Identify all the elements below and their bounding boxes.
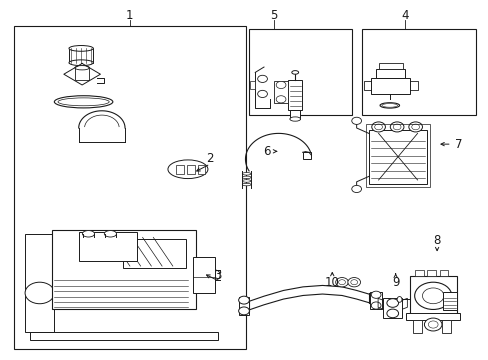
Bar [369,292,382,309]
Bar [414,270,423,276]
Text: 5: 5 [269,9,277,22]
Circle shape [257,90,267,98]
Ellipse shape [242,172,250,175]
Bar [79,232,137,261]
Ellipse shape [82,230,94,237]
Bar [366,125,429,187]
Ellipse shape [379,103,399,108]
Ellipse shape [242,176,250,179]
Circle shape [408,122,422,132]
Circle shape [257,75,267,82]
Circle shape [414,282,451,310]
Bar [368,130,427,184]
Circle shape [392,124,400,130]
Bar [52,230,195,309]
Bar [406,314,459,320]
Bar [370,78,409,94]
Ellipse shape [58,98,109,106]
Text: 7: 7 [454,138,462,150]
Circle shape [351,185,361,193]
Ellipse shape [75,66,89,70]
Circle shape [351,117,361,125]
Ellipse shape [381,104,397,107]
Text: 2: 2 [206,152,214,165]
Ellipse shape [54,96,113,108]
Bar [427,270,435,276]
Ellipse shape [210,270,220,280]
Circle shape [371,122,385,132]
Ellipse shape [183,277,211,284]
Circle shape [370,291,380,298]
Text: 6: 6 [262,145,270,158]
Ellipse shape [167,160,207,179]
Bar [14,26,245,348]
Circle shape [347,278,360,287]
Ellipse shape [396,297,401,302]
Bar [122,239,185,268]
Ellipse shape [291,71,298,74]
Bar [378,63,402,69]
Circle shape [386,309,398,318]
Circle shape [338,280,345,285]
Circle shape [422,288,443,304]
Bar [186,165,194,174]
Bar [176,165,183,174]
Text: 1: 1 [126,9,133,22]
Ellipse shape [242,183,250,186]
Text: 10: 10 [324,276,339,289]
Circle shape [386,299,398,307]
Circle shape [350,280,357,285]
Bar [302,152,311,159]
Bar [30,332,217,339]
Bar [273,81,288,103]
Circle shape [427,321,437,328]
Circle shape [335,278,347,287]
Text: 9: 9 [391,276,399,289]
Bar [197,165,205,174]
Circle shape [25,282,54,304]
Circle shape [370,302,380,309]
Text: 8: 8 [432,234,440,247]
Bar [375,69,405,78]
Bar [439,270,447,276]
Bar [193,257,215,293]
Bar [443,292,456,310]
Bar [361,30,475,116]
Circle shape [238,296,249,304]
Ellipse shape [289,117,300,121]
Ellipse shape [104,230,116,237]
Circle shape [389,122,403,132]
Circle shape [238,307,249,315]
Circle shape [424,318,441,331]
Circle shape [374,124,382,130]
Circle shape [276,96,285,103]
Bar [75,68,89,80]
Bar [25,234,54,332]
Text: 3: 3 [214,269,221,282]
Circle shape [411,124,419,130]
Ellipse shape [242,180,250,182]
Bar [412,320,421,333]
Circle shape [276,81,285,89]
Bar [288,80,302,110]
Ellipse shape [183,266,211,273]
Text: 4: 4 [401,9,408,22]
Bar [250,81,255,89]
Ellipse shape [69,60,93,66]
Ellipse shape [69,45,93,51]
Bar [441,320,450,333]
Bar [382,298,402,318]
Bar [409,276,456,316]
Bar [249,30,351,116]
Bar [183,270,211,280]
Bar [69,48,93,63]
Bar [238,297,249,315]
Bar [290,110,300,119]
